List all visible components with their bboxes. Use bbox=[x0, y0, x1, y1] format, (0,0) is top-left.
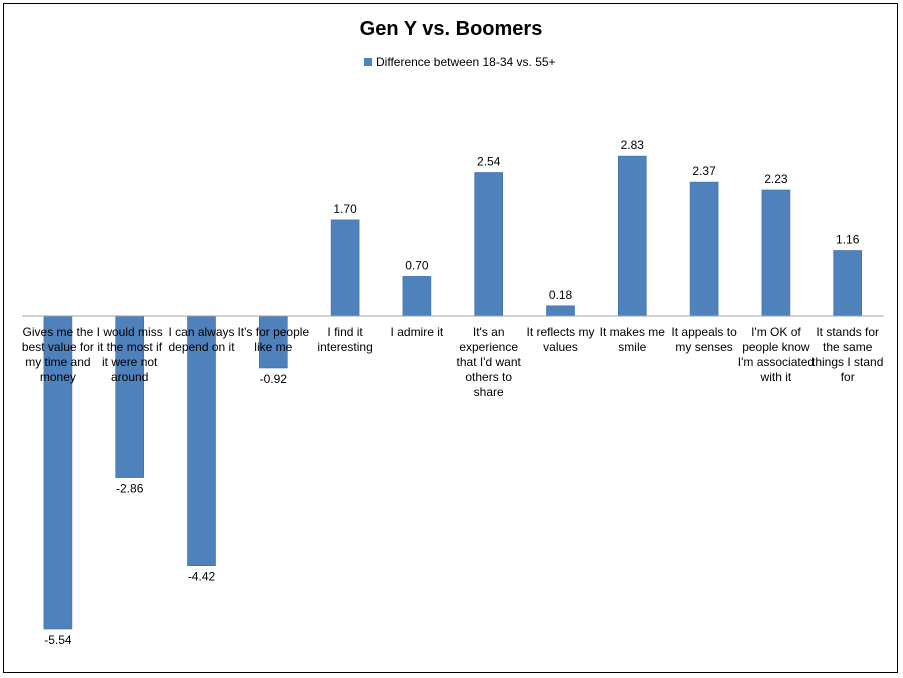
category-label: It makes me smile bbox=[600, 325, 666, 354]
category-label: I find it interesting bbox=[317, 325, 372, 354]
bar bbox=[330, 219, 360, 317]
category-label: I admire it bbox=[391, 325, 444, 339]
value-label: 0.70 bbox=[405, 258, 429, 272]
category-label: I'm OK of people know I'm associated with i… bbox=[738, 325, 814, 384]
bar bbox=[617, 155, 647, 317]
bar bbox=[474, 172, 504, 317]
bar bbox=[43, 315, 73, 630]
value-label: 0.18 bbox=[549, 288, 573, 302]
bar bbox=[689, 181, 719, 317]
plot-area: -5.54 -2.86 -4.42 -0.92 1.70 0.70 2.54 0.18 2.83… bbox=[22, 138, 884, 647]
value-label: 1.16 bbox=[836, 233, 860, 247]
category-label: It appeals to my senses bbox=[671, 325, 737, 354]
category-label: It's an experience that I'd want others to s… bbox=[457, 325, 522, 399]
value-label: -5.54 bbox=[44, 633, 72, 647]
category-label: It stands for the same things I stand for bbox=[812, 325, 883, 384]
chart-svg: Gen Y vs. Boomers Difference between 18-… bbox=[22, 18, 884, 647]
bar bbox=[761, 189, 791, 317]
legend: Difference between 18-34 vs. 55+ bbox=[364, 55, 556, 69]
value-label: 1.70 bbox=[333, 202, 357, 216]
value-label: -0.92 bbox=[260, 372, 288, 386]
category-label: Gives me the best value for my time and mon… bbox=[22, 325, 94, 384]
value-label: -2.86 bbox=[116, 482, 144, 496]
value-label: 2.54 bbox=[477, 155, 501, 169]
category-label: I would miss it the most if it were not aro… bbox=[97, 325, 163, 384]
category-label: It's for people like me bbox=[237, 325, 309, 354]
value-label: 2.83 bbox=[621, 138, 645, 152]
value-label: 2.23 bbox=[764, 172, 788, 186]
chart-title: Gen Y vs. Boomers bbox=[360, 18, 543, 40]
legend-label: Difference between 18-34 vs. 55+ bbox=[376, 55, 556, 69]
category-label: I can always depend on it bbox=[168, 325, 235, 354]
category-label: It reflects my values bbox=[526, 325, 594, 354]
chart-frame: Gen Y vs. Boomers Difference between 18-… bbox=[3, 3, 898, 673]
value-label: -4.42 bbox=[188, 570, 216, 584]
bar bbox=[402, 276, 432, 317]
bar bbox=[115, 315, 144, 478]
bar bbox=[546, 305, 575, 317]
bar bbox=[259, 315, 288, 369]
bar bbox=[833, 250, 863, 317]
legend-swatch bbox=[364, 58, 372, 66]
value-label: 2.37 bbox=[692, 164, 716, 178]
